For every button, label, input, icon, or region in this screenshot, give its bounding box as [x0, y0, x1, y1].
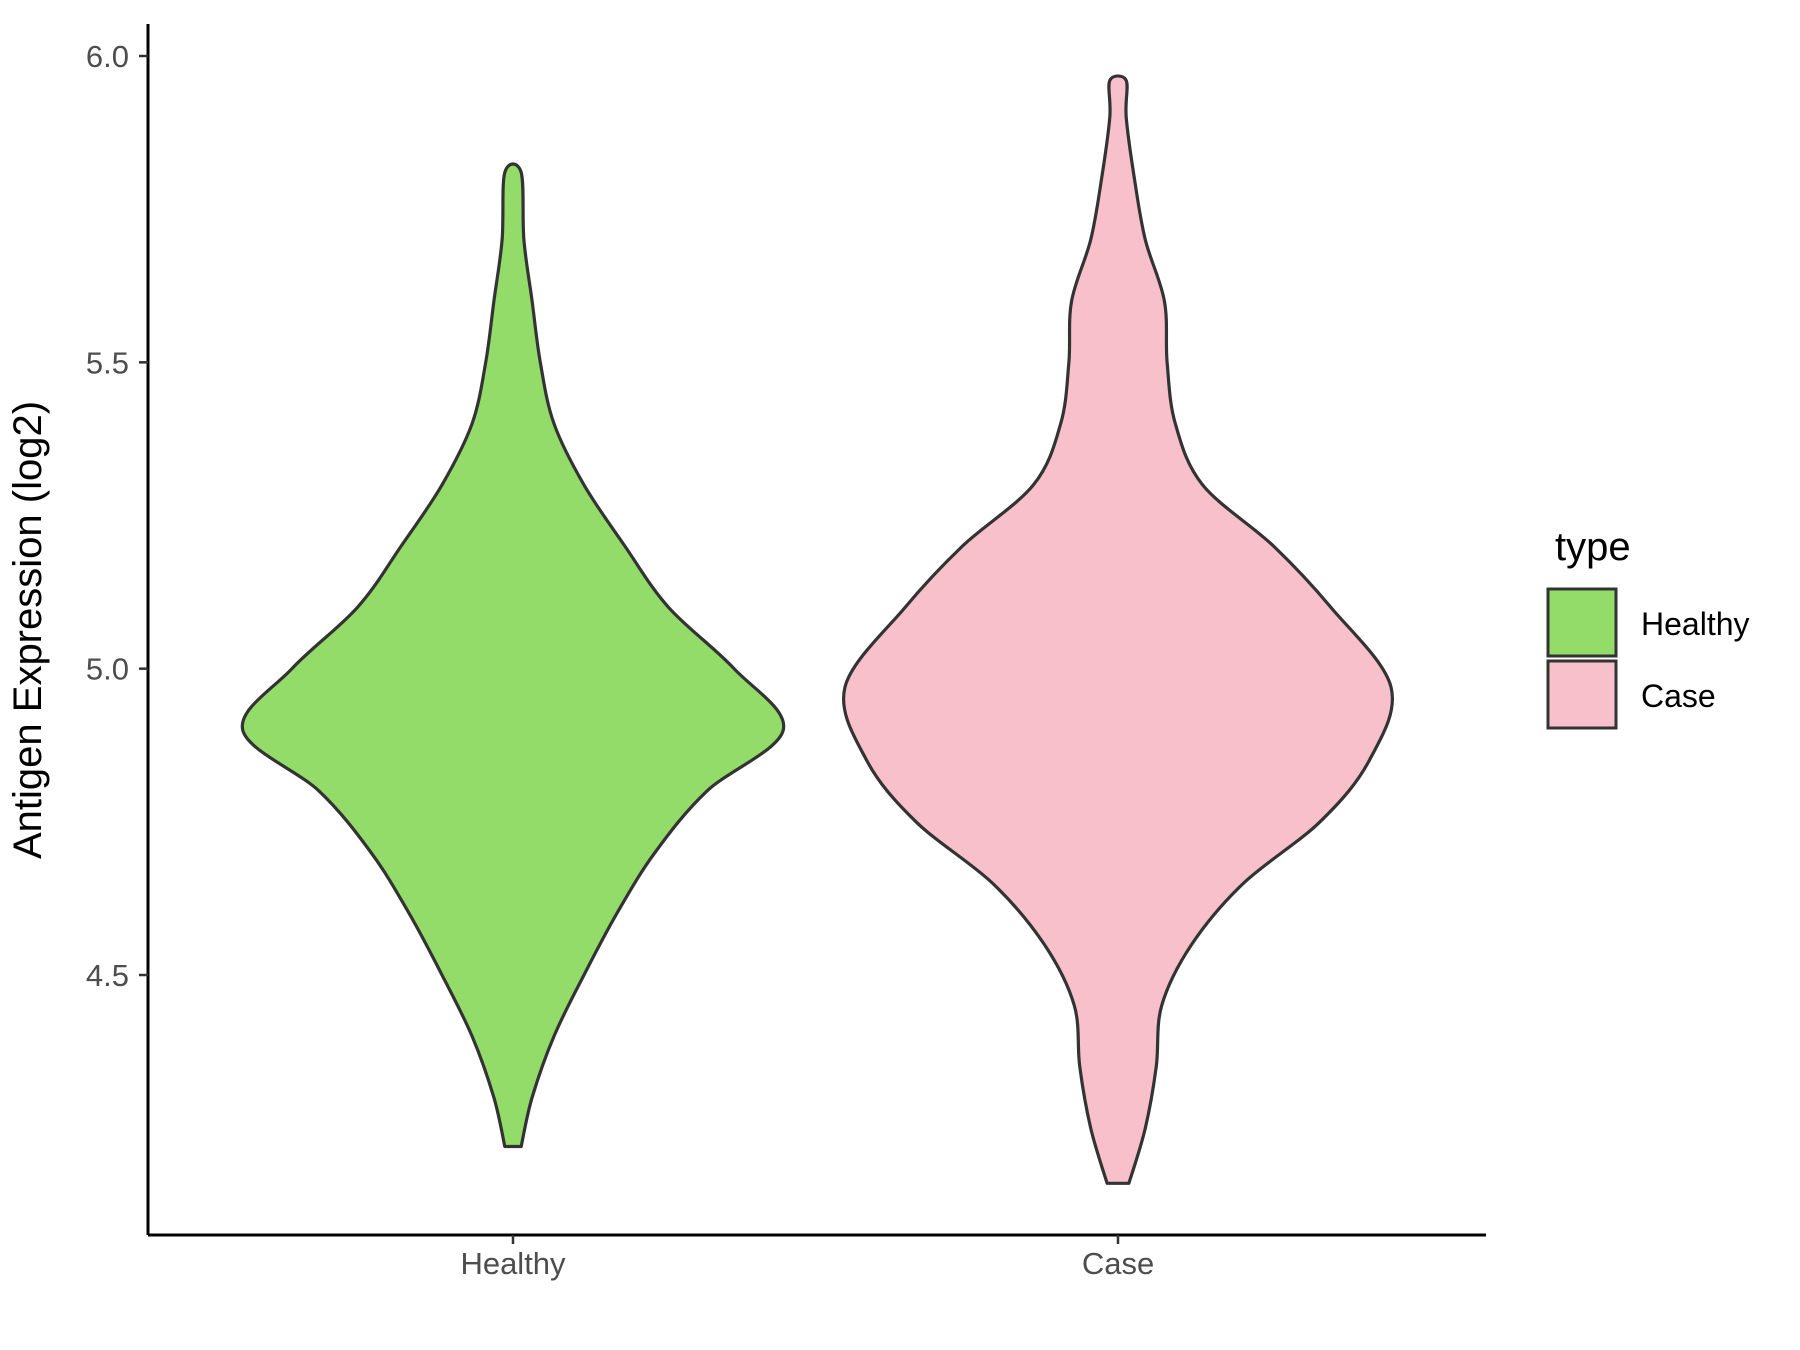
legend-swatch-case: [1546, 659, 1618, 730]
legend-swatch-healthy: [1546, 587, 1618, 658]
y-tick-label: 5.5: [86, 345, 129, 380]
y-tick-label: 6.0: [86, 39, 129, 74]
y-axis-ticks: 4.5 5.0 5.5 6.0: [86, 39, 148, 993]
violin-layer: [240, 74, 1394, 1185]
violin-healthy: [240, 162, 786, 1149]
legend-title: type: [1555, 525, 1631, 569]
x-tick-label: Healthy: [460, 1246, 566, 1281]
legend-label-healthy: Healthy: [1641, 606, 1750, 642]
y-tick-label: 5.0: [86, 652, 129, 687]
legend-entries: Healthy Case: [1546, 587, 1750, 730]
y-tick-label: 4.5: [86, 958, 129, 993]
x-tick-label: Case: [1082, 1246, 1154, 1281]
legend: type Healthy Case: [1546, 525, 1750, 730]
x-axis-ticks: Healthy Case: [460, 1235, 1154, 1281]
y-axis-title: Antigen Expression (log2): [6, 401, 50, 859]
violin-case: [842, 74, 1394, 1185]
legend-label-case: Case: [1641, 678, 1716, 714]
